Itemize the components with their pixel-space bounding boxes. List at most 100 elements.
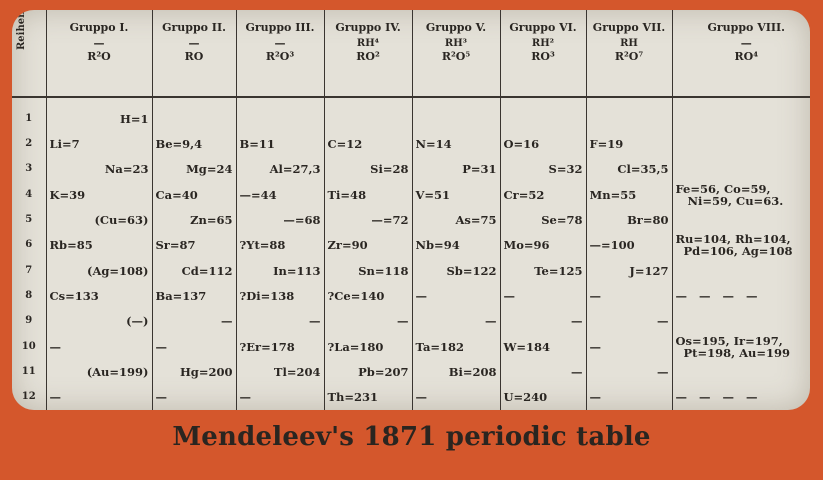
element-cell: — — — — [671,384,810,410]
element-cell: Sr=87 [151,232,236,258]
element-cell: Th=231 [323,384,412,410]
element-cell: N=14 [411,131,500,157]
group-oxide: RO⁴ [734,50,759,63]
element-cell: — — — — [671,283,810,309]
element-cell: Br=80 [585,207,672,233]
row-number: 6 [25,239,33,251]
row-number: 11 [21,365,36,377]
group-name: Gruppo V. [425,21,487,34]
element-cell: Cl=35,5 [585,156,672,183]
element-cell: ?Ce=140 [323,283,412,309]
element-cell: W=184 [499,333,586,360]
table-row: 3 Na=23 Mg=24 Al=27,3 Si=28 P=31 S=32 Cl=35,5 [12,156,810,183]
group-hydride: RH [620,38,638,49]
element-cell: — [151,384,236,410]
element-cell: Te=125 [499,258,586,284]
element-cell: Cr=52 [499,182,586,208]
group-header: Gruppo IV. RH⁴ RO² [323,10,412,98]
element-cell: Zn=65 [151,207,236,233]
element-cell: (—) [45,308,152,334]
table-row: 1 H=1 [12,97,810,132]
element-cell: —=44 [235,182,324,208]
element-cell: Sn=118 [323,258,412,284]
element-cell: — [585,308,672,334]
group-name: Gruppo VI. [509,21,577,34]
row-number: 10 [21,340,36,352]
group-oxide: R²O⁵ [441,50,471,63]
periodic-table: Reihen Gruppo I. — R²O Gruppo II. — RO Grupp… [12,10,810,410]
group-dash: — [93,37,105,50]
row-number: 7 [25,264,33,276]
element-cell: —=72 [323,207,412,233]
group-hydride: RH⁴ [356,38,380,49]
element-cell: ?Di=138 [235,283,324,309]
element-cell [671,131,810,157]
element-cell: Hg=200 [151,359,236,385]
row-number: 5 [25,214,33,226]
element-cell: Ti=48 [323,182,412,208]
element-cell: — [411,283,500,309]
element-cell: — [499,359,586,385]
element-cell: — [45,333,152,360]
group-name: Gruppo IV. [335,21,401,34]
group-name: Gruppo VIII. [707,21,786,34]
element-cell: — [235,384,324,410]
element-cell: —=100 [585,232,672,258]
element-cell: — [585,359,672,385]
table-row: 2 Li=7 Be=9,4 B=11 C=12 N=14 O=16 F=19 [12,131,810,157]
element-cell [671,97,810,132]
element-cell: — [151,333,236,360]
element-cell: Be=9,4 [151,131,236,157]
row-number: 12 [21,391,36,403]
group-name: Gruppo I. [69,21,129,34]
element-cell [671,156,810,183]
element-cell: In=113 [235,258,324,284]
element-cell [411,97,500,132]
group-name: Gruppo III. [245,21,315,34]
element-cell: ?La=180 [323,333,412,360]
element-cell [671,308,810,334]
element-cell: Si=28 [323,156,412,183]
group-name: Gruppo II. [162,21,226,34]
element-cell: O=16 [499,131,586,157]
element-cell: — [585,384,672,410]
element-cell: S=32 [499,156,586,183]
table-row: 6 Rb=85 Sr=87 ?Yt=88 Zr=90 Nb=94 Mo=96 —=100 Ru=… [12,232,810,258]
table-row: 8 Cs=133 Ba=137 ?Di=138 ?Ce=140— — — — — — — [12,283,810,309]
element-cell: Pb=207 [323,359,412,385]
row-number: 1 [25,112,33,124]
group-header: Gruppo VIII. — RO⁴ [671,10,810,98]
group-hydride: RH³ [444,38,468,49]
element-cell: Nb=94 [411,232,500,258]
element-cell: Tl=204 [235,359,324,385]
caption: Mendeleev's 1871 periodic table [172,422,651,452]
row-label: Reihen [16,10,27,50]
element-cell [151,97,236,132]
element-cell: (Cu=63) [45,207,152,233]
group-header: Gruppo VI. RH² RO³ [499,10,586,98]
table-row: 12— — — Th=231— U=240— — — — — [12,384,810,410]
element-cell: Fe=56, Co=59, Ni=59, Cu=63. [671,182,810,208]
element-cell: H=1 [45,97,152,132]
group-header: Gruppo III. — R²O³ [235,10,324,98]
element-cell [671,359,810,385]
element-cell: V=51 [411,182,500,208]
row-number: 3 [25,163,33,175]
element-cell: Cd=112 [151,258,236,284]
element-cell: Li=7 [45,131,152,157]
group-header: Gruppo V. RH³ R²O⁵ [411,10,500,98]
group-header: Gruppo I. — R²O [45,10,152,98]
group-oxide: R²O³ [265,50,295,63]
table-image-frame: Reihen Gruppo I. — R²O Gruppo II. — RO Grupp… [12,10,810,410]
element-cell [585,97,672,132]
element-cell [499,97,586,132]
element-cell: Mn=55 [585,182,672,208]
element-cell: (Au=199) [45,359,152,385]
group-dash: — [740,37,752,50]
element-cell: U=240 [499,384,586,410]
element-cell: ?Yt=88 [235,232,324,258]
element-cell: — [151,308,236,334]
group-oxide: RO² [356,50,380,63]
element-cell: Bi=208 [411,359,500,385]
group-oxide: RO [184,50,204,63]
